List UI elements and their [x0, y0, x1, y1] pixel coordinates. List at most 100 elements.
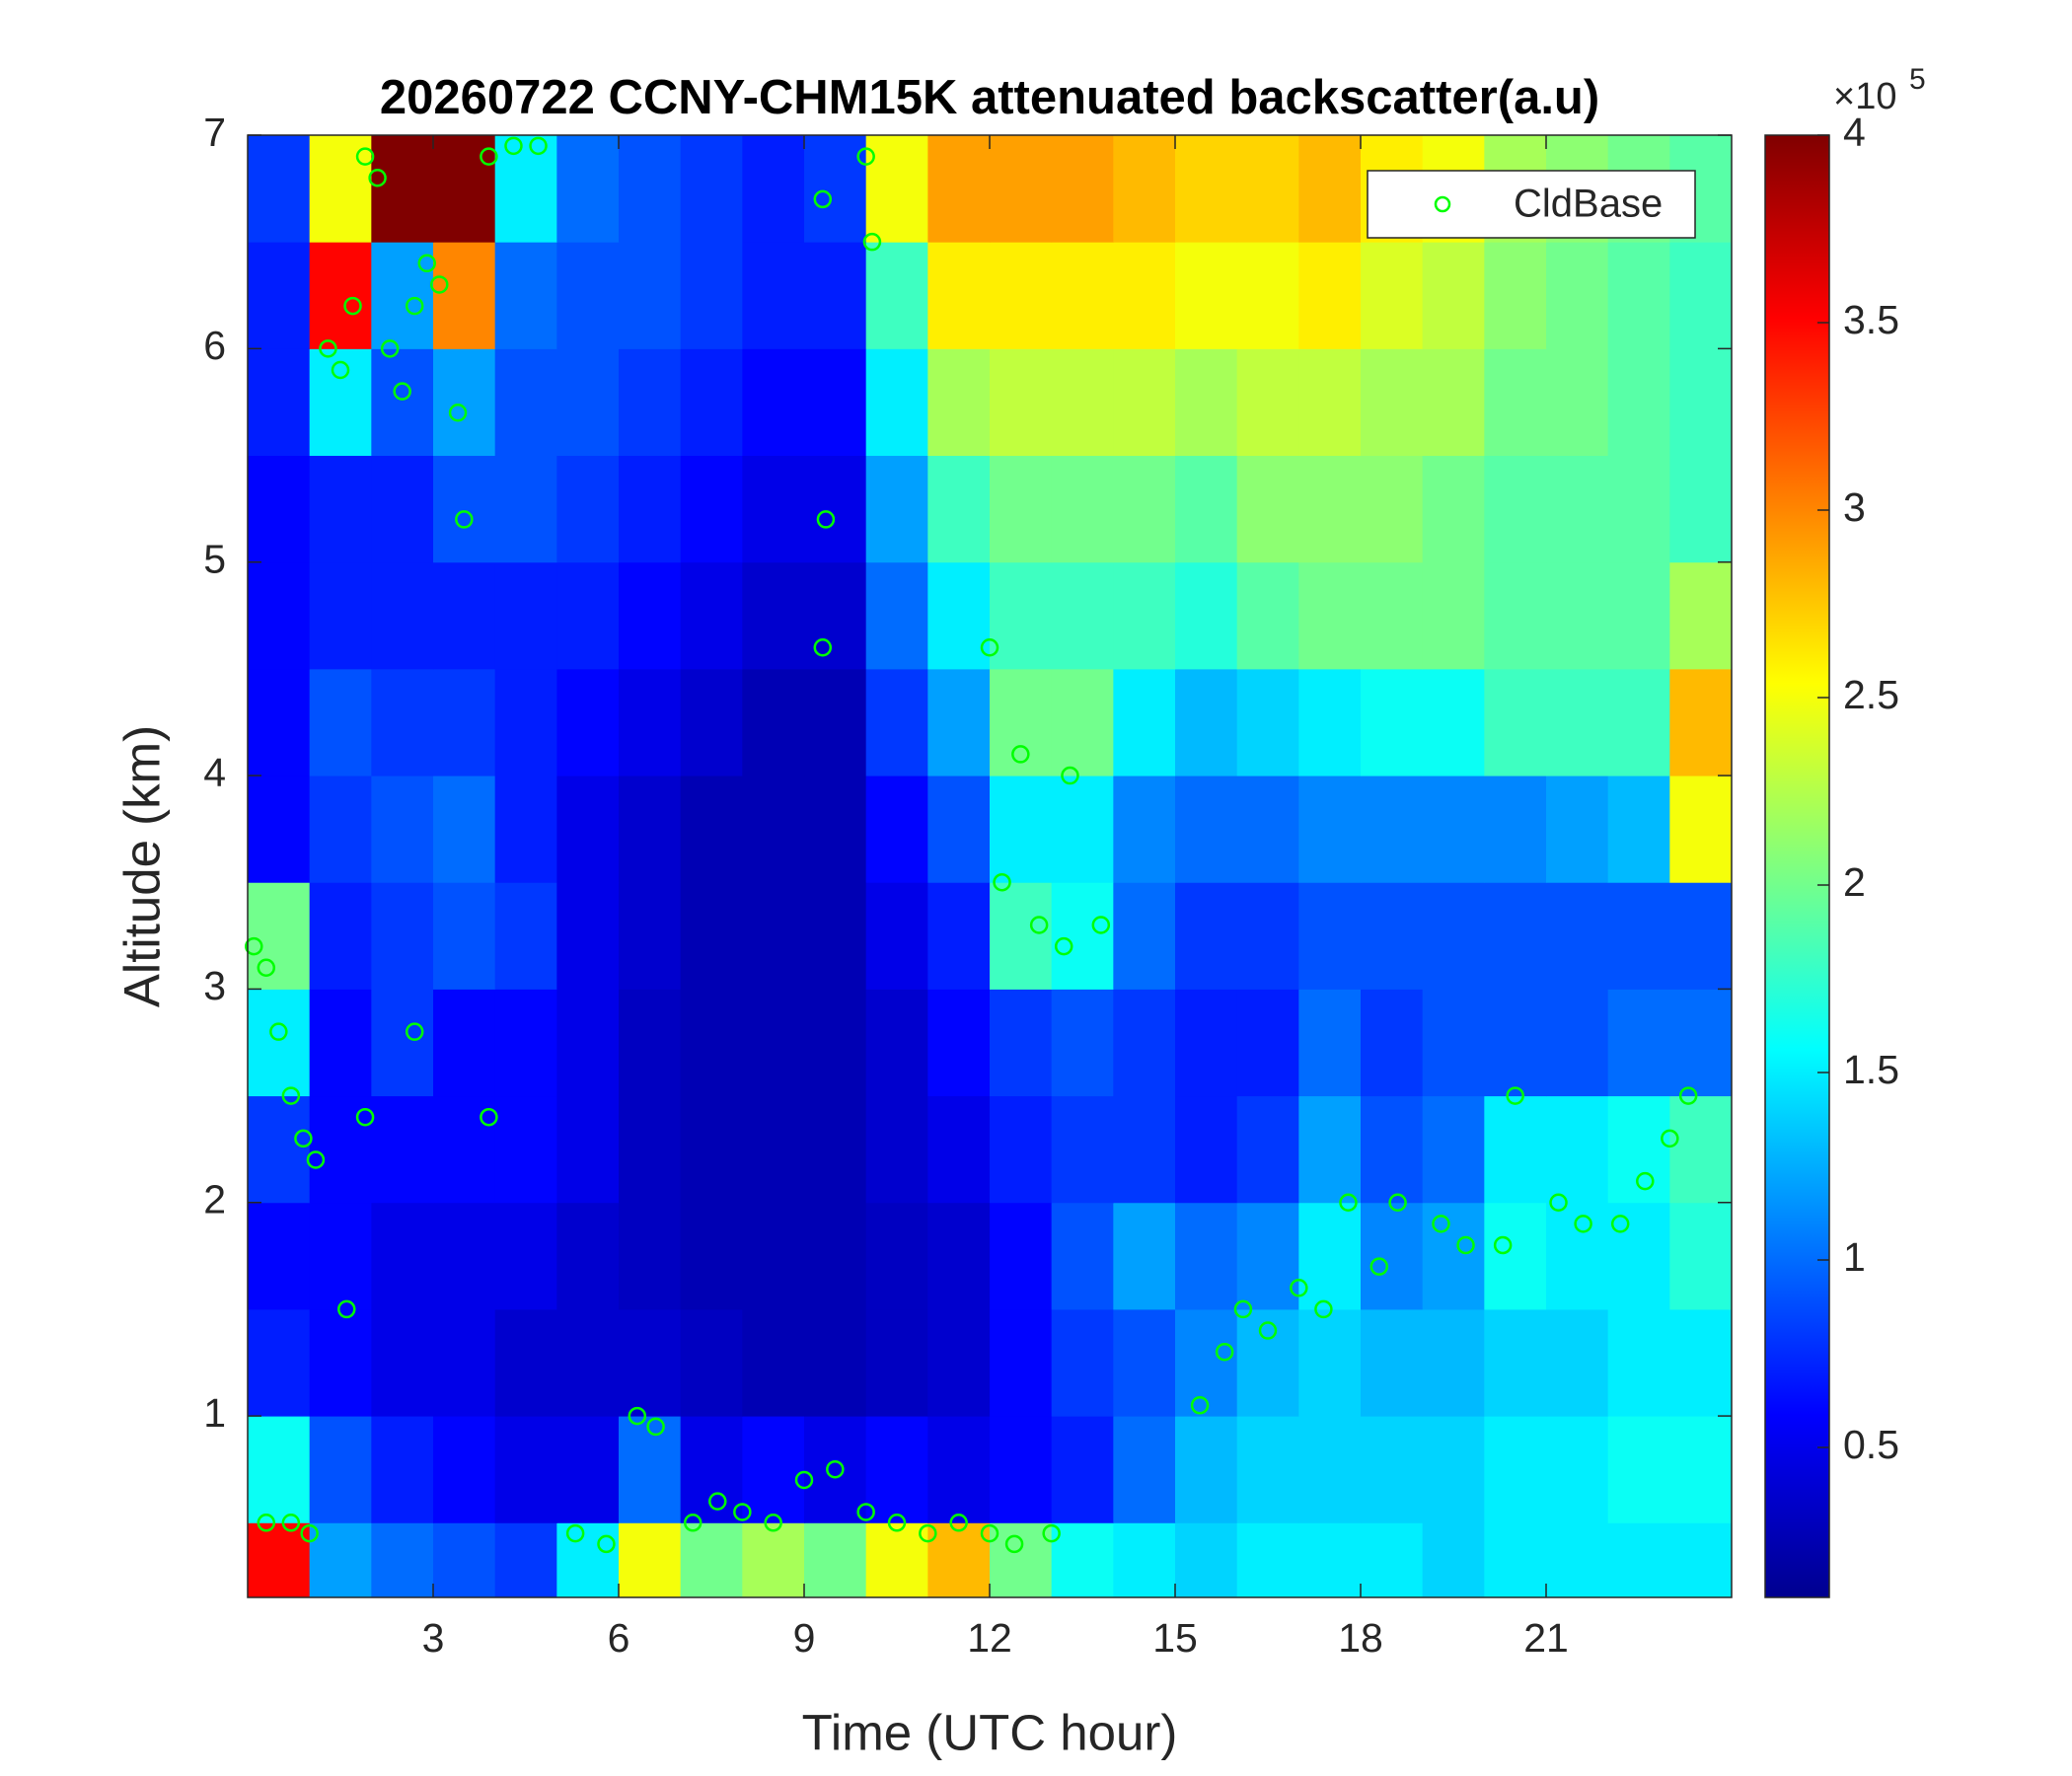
heatmap-cell — [990, 348, 1053, 457]
heatmap-cell — [1236, 561, 1299, 670]
heatmap-cell — [1484, 1095, 1547, 1204]
colorbar-tick-label: 2 — [1843, 859, 1866, 905]
cloud-base-point — [816, 510, 836, 529]
heatmap-cell — [804, 989, 867, 1097]
heatmap-cell — [1298, 348, 1362, 457]
x-tick-label: 15 — [1152, 1615, 1198, 1661]
heatmap-cell — [1051, 242, 1114, 349]
heatmap-cell — [1484, 455, 1547, 563]
cloud-base-point — [1388, 1193, 1407, 1213]
heatmap-cell — [556, 776, 620, 883]
heatmap-cell — [1422, 1416, 1485, 1523]
cloud-base-point — [1290, 1279, 1308, 1297]
heatmap-cell — [1361, 348, 1424, 457]
heatmap-cell — [494, 1416, 557, 1523]
heatmap-cell — [1607, 989, 1670, 1097]
heatmap-cell — [1113, 455, 1176, 563]
heatmap-cell — [556, 1416, 620, 1523]
heatmap-cell — [1484, 989, 1547, 1097]
heatmap-cell — [990, 1202, 1053, 1310]
cloud-base-point — [1636, 1171, 1655, 1191]
cloud-base-point — [1314, 1299, 1333, 1319]
heatmap-cell — [433, 1416, 496, 1523]
heatmap-cell — [309, 135, 372, 243]
heatmap-cell — [433, 135, 496, 243]
heatmap-cell — [556, 668, 620, 777]
cloud-base-point — [480, 1107, 498, 1127]
colorbar-tick-label: 4 — [1843, 110, 1866, 155]
heatmap-cell — [309, 882, 372, 990]
heatmap-cell — [680, 561, 743, 670]
heatmap-cell — [309, 242, 372, 349]
heatmap-cell — [1361, 1095, 1424, 1204]
cloud-base-point — [380, 339, 400, 358]
heatmap-cell — [990, 455, 1053, 563]
heatmap-cell — [494, 455, 557, 563]
heatmap-cell — [1175, 1308, 1238, 1417]
cloud-base-point — [504, 136, 523, 156]
heatmap-cell — [1361, 776, 1424, 883]
heatmap-cell — [1607, 242, 1670, 349]
heatmap-cell — [927, 1416, 991, 1523]
heatmap-cell — [1298, 989, 1362, 1097]
heatmap-cell — [433, 455, 496, 563]
heatmap-cell — [556, 1522, 620, 1598]
heatmap-cell — [1607, 1202, 1670, 1310]
cloud-base-point — [1339, 1193, 1358, 1213]
heatmap-cell — [1484, 882, 1547, 990]
heatmap-cell — [248, 455, 311, 563]
y-tick-label: 5 — [203, 537, 226, 582]
heatmap-cell — [494, 1308, 557, 1417]
heatmap-cell — [248, 668, 311, 777]
heatmap-cell — [494, 668, 557, 777]
heatmap-cell — [990, 1095, 1053, 1204]
heatmap-cell — [494, 242, 557, 349]
heatmap-cell — [680, 1522, 743, 1598]
heatmap-cell — [927, 348, 991, 457]
heatmap-cell — [494, 135, 557, 243]
heatmap-cell — [1669, 1308, 1733, 1417]
cloud-base-point — [430, 275, 449, 294]
heatmap-cell — [742, 1416, 805, 1523]
cloud-base-point — [1042, 1523, 1061, 1543]
heatmap-cell — [1236, 348, 1299, 457]
heatmap-cell — [556, 1095, 620, 1204]
heatmap-cell — [865, 989, 928, 1097]
heatmap-cell — [1175, 882, 1238, 990]
heatmap-cell — [927, 668, 991, 777]
heatmap-cell — [1484, 242, 1547, 349]
heatmap-cell — [1051, 1095, 1114, 1204]
cloud-base-point — [257, 1514, 276, 1532]
heatmap-cell — [1175, 348, 1238, 457]
heatmap-cell — [1113, 1308, 1176, 1417]
cloud-base-point — [300, 1523, 319, 1543]
heatmap-cell — [619, 668, 682, 777]
x-tick-label: 12 — [967, 1615, 1012, 1661]
heatmap-cell — [1175, 1095, 1238, 1204]
cloud-base-point — [1054, 936, 1073, 956]
heatmap-cell — [556, 989, 620, 1097]
heatmap-cell — [1236, 1416, 1299, 1523]
cloud-base-point — [862, 232, 882, 252]
heatmap-cell — [680, 776, 743, 883]
heatmap-cell — [1669, 1095, 1733, 1204]
chart-title: 20260722 CCNY-CHM15K attenuated backscat… — [380, 71, 1599, 124]
heatmap-cell — [248, 1522, 311, 1598]
heatmap-cell — [371, 348, 434, 457]
heatmap-cell — [309, 348, 372, 457]
heatmap-cell — [1484, 1416, 1547, 1523]
heatmap-cell — [1236, 668, 1299, 777]
cloud-base-point — [1661, 1129, 1679, 1148]
heatmap-cell — [556, 1202, 620, 1310]
heatmap-cell — [1669, 1202, 1733, 1310]
x-tick-label: 21 — [1523, 1615, 1569, 1661]
heatmap-cell — [1113, 561, 1176, 670]
cloud-base-point — [257, 958, 276, 978]
heatmap-cell — [619, 1416, 682, 1523]
cloud-base-point — [245, 936, 263, 956]
heatmap-cell — [742, 561, 805, 670]
heatmap-cell — [1607, 668, 1670, 777]
heatmap-cell — [990, 776, 1053, 883]
cloud-base-point — [1369, 1257, 1389, 1276]
cloud-base-point — [1061, 766, 1079, 785]
